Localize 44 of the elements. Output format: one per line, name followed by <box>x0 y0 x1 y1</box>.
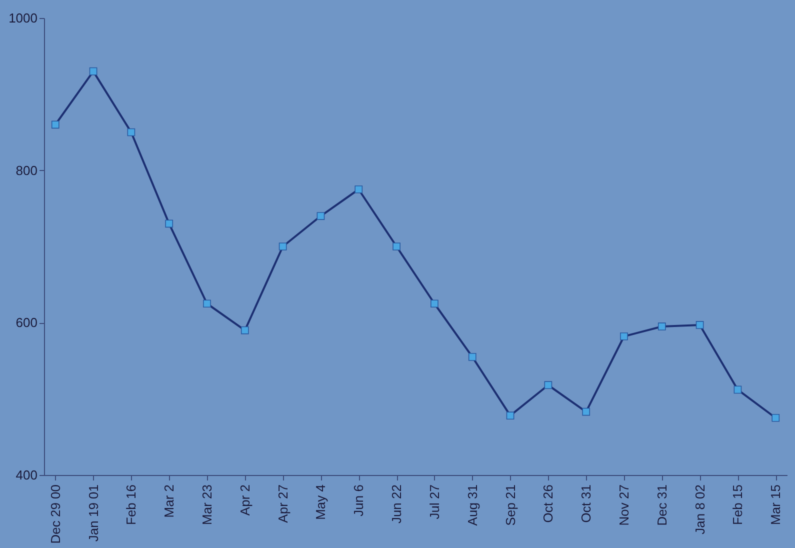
x-tick-label: Dec 29 00 <box>48 484 63 544</box>
point <box>240 326 249 334</box>
x-tick-label: Apr 27 <box>275 484 290 523</box>
x-tick-label: May 4 <box>313 484 328 520</box>
x-tick-label: Sep 21 <box>502 484 518 526</box>
x-tick-label: Jan 8 02 <box>692 484 708 534</box>
point <box>582 408 590 416</box>
point <box>165 220 174 228</box>
x-tick-label: Nov 27 <box>616 484 632 526</box>
x-tick-label: Jun 22 <box>389 484 404 524</box>
point <box>127 128 136 136</box>
y-tick-label: 600 <box>16 315 38 330</box>
x-tick-label: Jan 19 01 <box>86 484 101 542</box>
point <box>51 120 60 129</box>
point <box>354 185 363 194</box>
x-tick-label: Jul 27 <box>426 484 442 520</box>
x-tick-label: Feb 16 <box>124 484 139 525</box>
point <box>734 386 742 394</box>
y-tick-label: 800 <box>16 162 38 178</box>
x-tick-label: Oct 31 <box>578 484 594 523</box>
point <box>430 300 438 308</box>
point <box>544 381 552 390</box>
y-tick-label: 400 <box>16 468 38 482</box>
point <box>278 242 287 250</box>
point <box>696 321 704 329</box>
x-tick-label: Mar 2 <box>162 484 177 518</box>
point <box>203 300 211 308</box>
x-tick-label: Mar 23 <box>200 484 215 525</box>
point <box>620 332 628 340</box>
point <box>392 242 400 250</box>
x-tick-label: Dec 31 <box>654 484 670 526</box>
x-tick-label: Apr 2 <box>237 484 252 516</box>
point <box>506 412 514 420</box>
x-tick-label: Mar 15 <box>768 484 784 525</box>
x-tick-label: Jun 6 <box>351 484 366 516</box>
point <box>772 414 780 422</box>
point <box>658 322 666 330</box>
point <box>468 353 476 361</box>
point <box>89 67 98 76</box>
point <box>316 212 325 220</box>
x-tick-label: Aug 31 <box>464 484 480 526</box>
x-tick-label: Feb 15 <box>730 484 746 525</box>
y-tick-label: 1000 <box>8 10 38 26</box>
x-tick-label: Oct 26 <box>540 484 556 523</box>
